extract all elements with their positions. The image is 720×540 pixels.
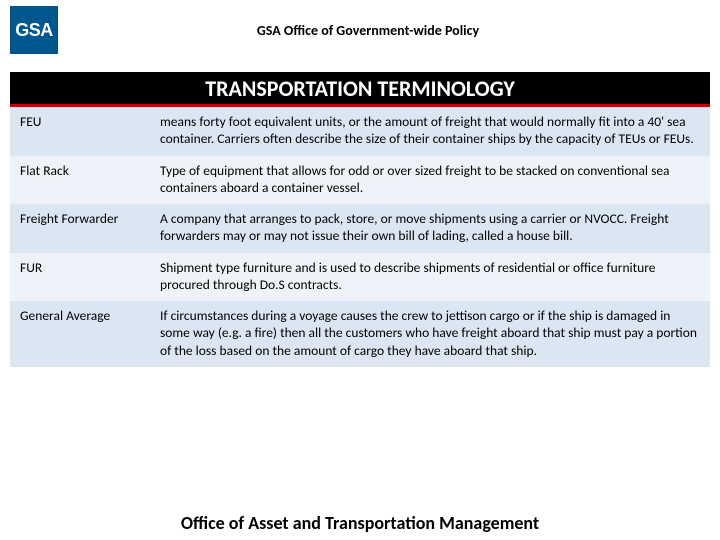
term-cell: Freight Forwarder xyxy=(10,204,150,253)
definition-cell: A company that arranges to pack, store, … xyxy=(150,204,710,253)
table-row: FEUmeans forty foot equivalent units, or… xyxy=(10,107,710,156)
terms-table: FEUmeans forty foot equivalent units, or… xyxy=(10,107,710,367)
term-cell: Flat Rack xyxy=(10,156,150,205)
term-cell: General Average xyxy=(10,301,150,367)
gsa-logo-text: GSA xyxy=(15,20,53,41)
table-row: Flat RackType of equipment that allows f… xyxy=(10,156,710,205)
term-cell: FEU xyxy=(10,107,150,156)
header-bar: GSA GSA Office of Government-wide Policy xyxy=(0,0,720,58)
definition-cell: means forty foot equivalent units, or th… xyxy=(150,107,710,156)
table-row: Freight ForwarderA company that arranges… xyxy=(10,204,710,253)
definition-cell: Shipment type furniture and is used to d… xyxy=(150,253,710,302)
table-row: FURShipment type furniture and is used t… xyxy=(10,253,710,302)
term-cell: FUR xyxy=(10,253,150,302)
definition-cell: Type of equipment that allows for odd or… xyxy=(150,156,710,205)
footer-text: Office of Asset and Transportation Manag… xyxy=(0,512,720,534)
table-row: General AverageIf circumstances during a… xyxy=(10,301,710,367)
definition-cell: If circumstances during a voyage causes … xyxy=(150,301,710,367)
title-band: TRANSPORTATION TERMINOLOGY xyxy=(10,72,710,107)
header-title: GSA Office of Government-wide Policy xyxy=(74,22,710,39)
main-title: TRANSPORTATION TERMINOLOGY xyxy=(10,72,710,104)
gsa-logo: GSA xyxy=(10,6,58,54)
